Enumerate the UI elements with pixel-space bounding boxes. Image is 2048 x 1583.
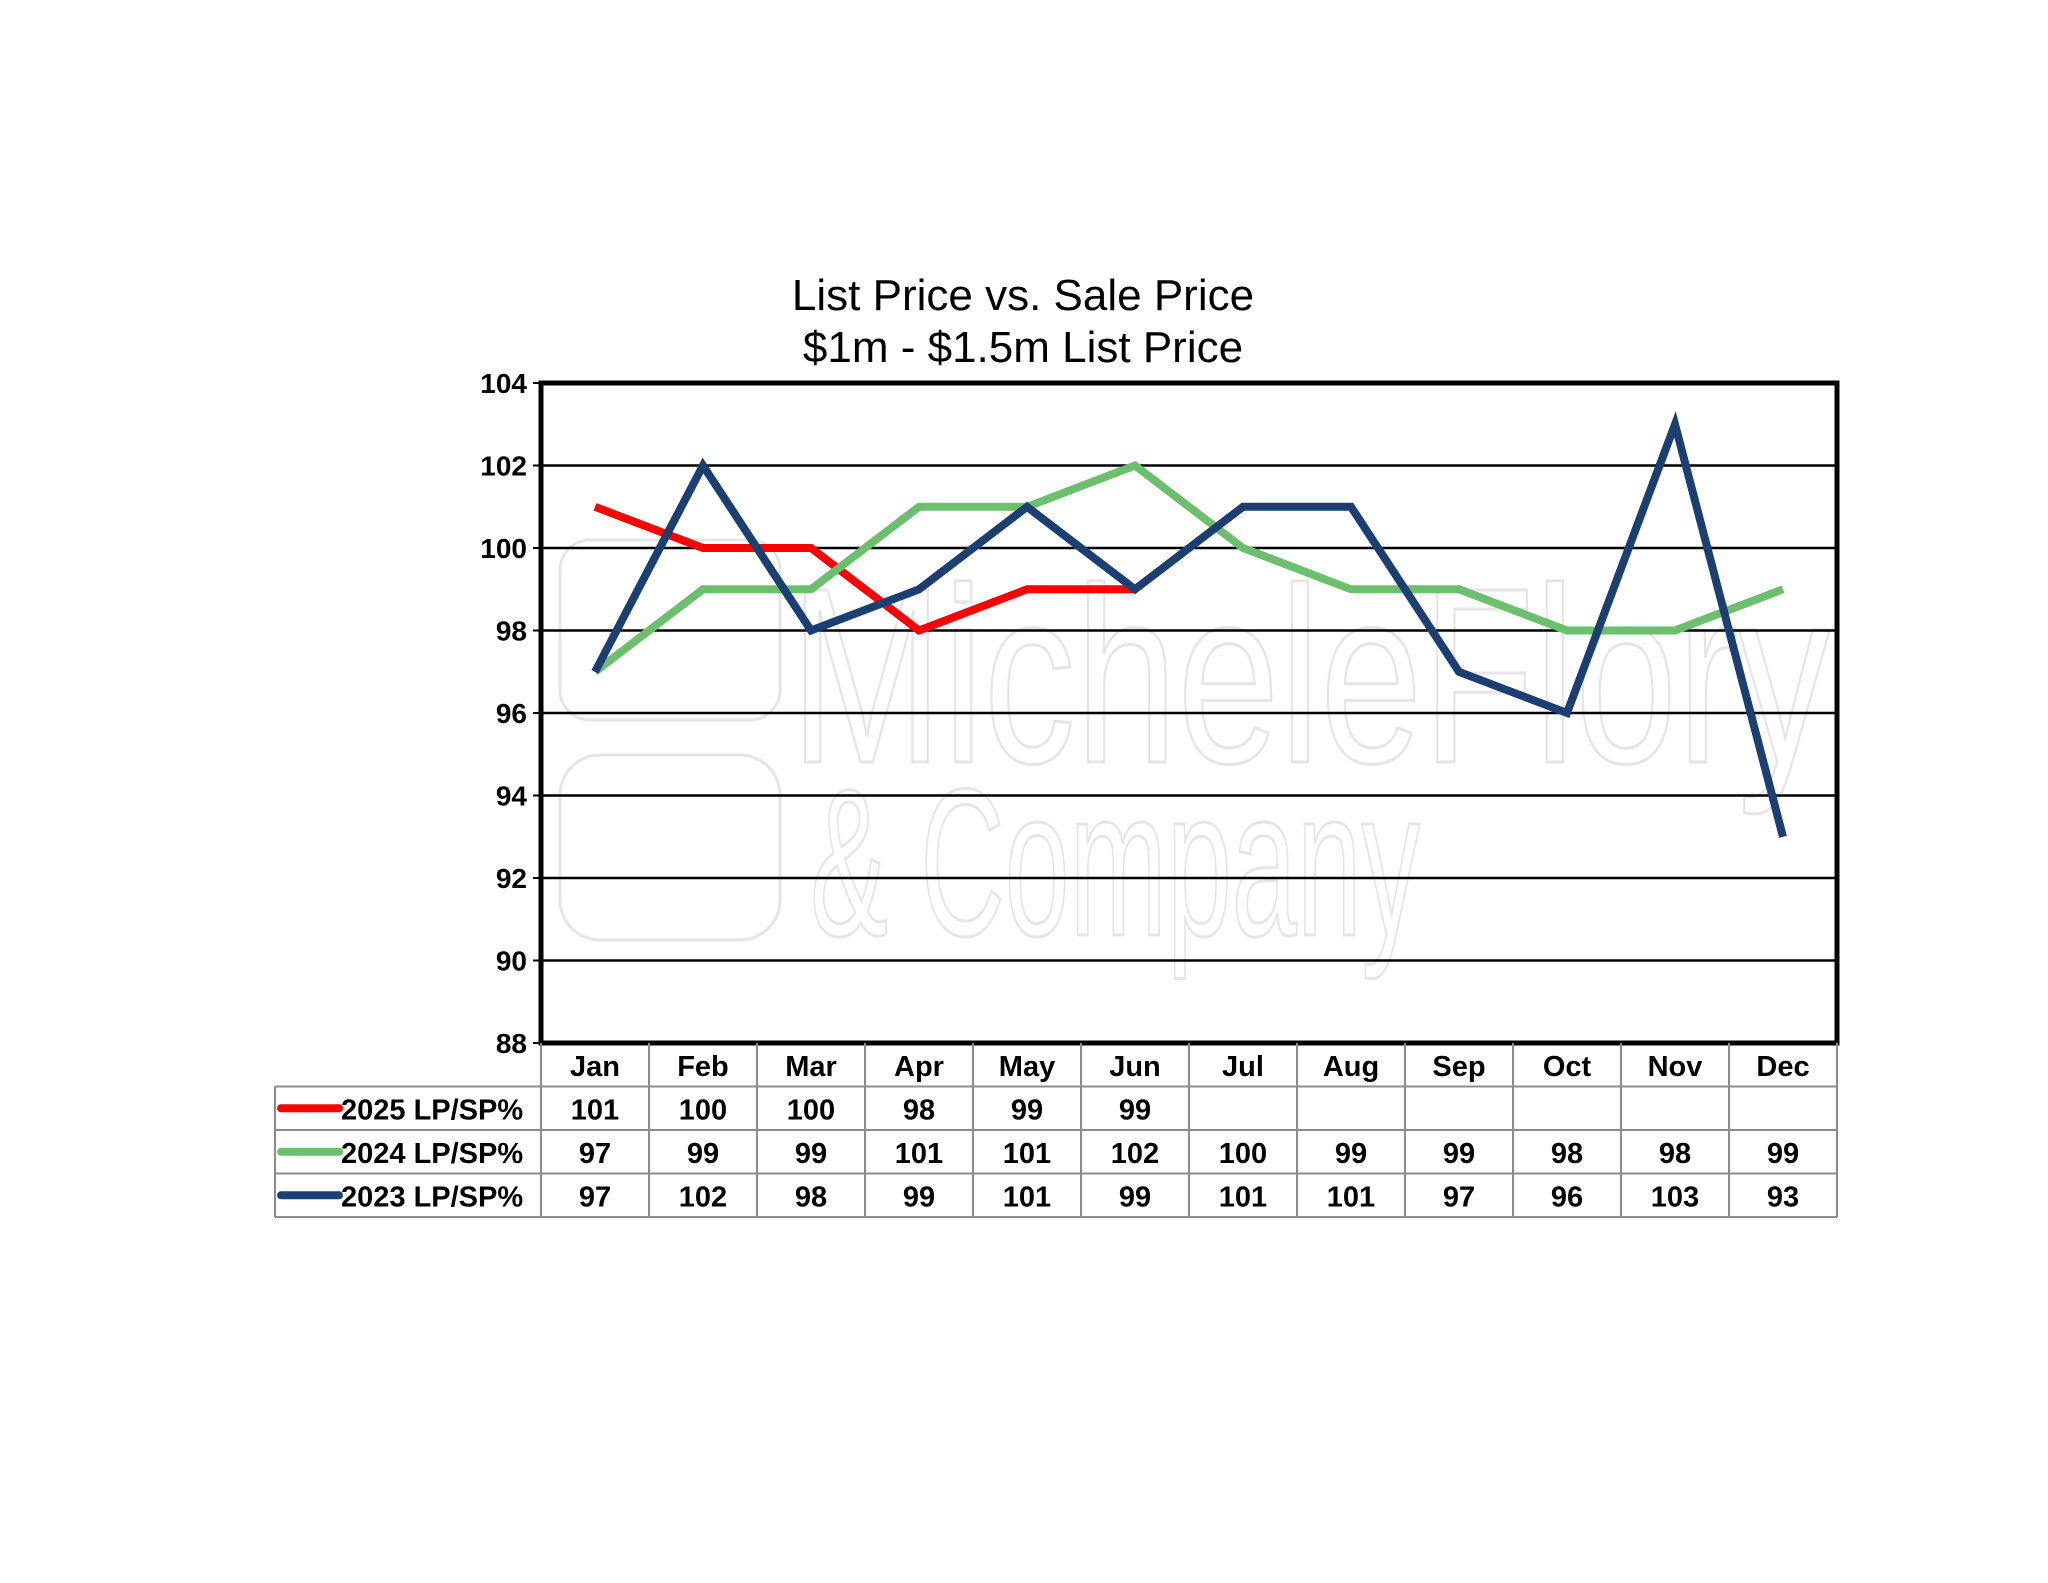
data-label: 101 [895,1138,943,1170]
data-label: 98 [1659,1138,1691,1170]
data-label: 96 [1551,1182,1583,1214]
data-table: Jan Feb Mar Apr May Jun Jul Aug Sep Oct Nov Dec 2025… [274,1043,1838,1218]
x-tick-label: Nov [1648,1051,1703,1083]
chart-subtitle: $1m - $1.5m List Price [803,323,1243,372]
data-label: 99 [1119,1095,1151,1127]
data-label: 99 [795,1138,827,1170]
data-label: 99 [687,1138,719,1170]
data-label: 97 [579,1138,611,1170]
x-tick-label: Aug [1323,1051,1379,1083]
watermark-name: MicheleFlory [790,536,1830,815]
y-tick-label: 102 [480,451,527,482]
y-tick-label: 88 [496,1028,527,1059]
data-label: 98 [795,1182,827,1214]
y-tick-label: 98 [496,616,527,647]
legend-label: 2024 LP/SP% [341,1138,523,1170]
data-label: 100 [787,1095,835,1127]
x-tick-label: Feb [677,1051,729,1083]
data-label: 102 [679,1182,727,1214]
y-tick-label: 104 [480,368,527,399]
series-line [591,411,1787,838]
data-label: 97 [1443,1182,1475,1214]
data-label: 99 [1119,1182,1151,1214]
series-lines [591,411,1787,838]
data-label: 101 [571,1095,619,1127]
y-tick-label: 96 [496,698,527,729]
data-label: 102 [1111,1138,1159,1170]
gridlines [533,382,1837,1044]
x-tick-label: May [999,1051,1055,1083]
x-tick-label: Jul [1222,1051,1264,1083]
y-tick-label: 100 [480,533,527,564]
x-tick-label: Mar [785,1051,837,1083]
data-label: 99 [1443,1138,1475,1170]
watermark-mark-bottom [558,753,782,942]
data-label: 98 [903,1095,935,1127]
y-tick-label: 92 [496,863,527,894]
data-label: 99 [1767,1138,1799,1170]
legend-label: 2023 LP/SP% [341,1182,523,1214]
watermark-logo: MicheleFlory & Company [558,535,1832,982]
x-tick-label: Jun [1109,1051,1161,1083]
x-tick-label: Jan [570,1051,620,1083]
data-label: 99 [1335,1138,1367,1170]
data-label: 97 [579,1182,611,1214]
series-line [593,503,1135,636]
x-tick-label: Sep [1432,1051,1485,1083]
y-axis-ticks: 88 90 92 94 96 98 100 102 104 [480,368,527,1059]
data-label: 99 [903,1182,935,1214]
data-label: 101 [1003,1182,1051,1214]
chart-title: List Price vs. Sale Price [792,271,1254,320]
data-label: 101 [1003,1138,1051,1170]
x-tick-label: Apr [894,1051,944,1083]
data-label: 101 [1327,1182,1375,1214]
data-label: 101 [1219,1182,1267,1214]
data-label: 99 [1011,1095,1043,1127]
series-line [592,460,1785,675]
legend-label: 2025 LP/SP% [341,1095,523,1127]
y-tick-label: 94 [496,781,528,812]
data-label: 103 [1651,1182,1699,1214]
data-label: 100 [1219,1138,1267,1170]
x-tick-label: Oct [1543,1051,1592,1083]
data-label: 93 [1767,1182,1799,1214]
data-label: 98 [1551,1138,1583,1170]
y-tick-label: 90 [496,946,527,977]
x-tick-label: Dec [1756,1051,1809,1083]
watermark-company: & Company [810,745,1420,980]
data-label: 100 [679,1095,727,1127]
